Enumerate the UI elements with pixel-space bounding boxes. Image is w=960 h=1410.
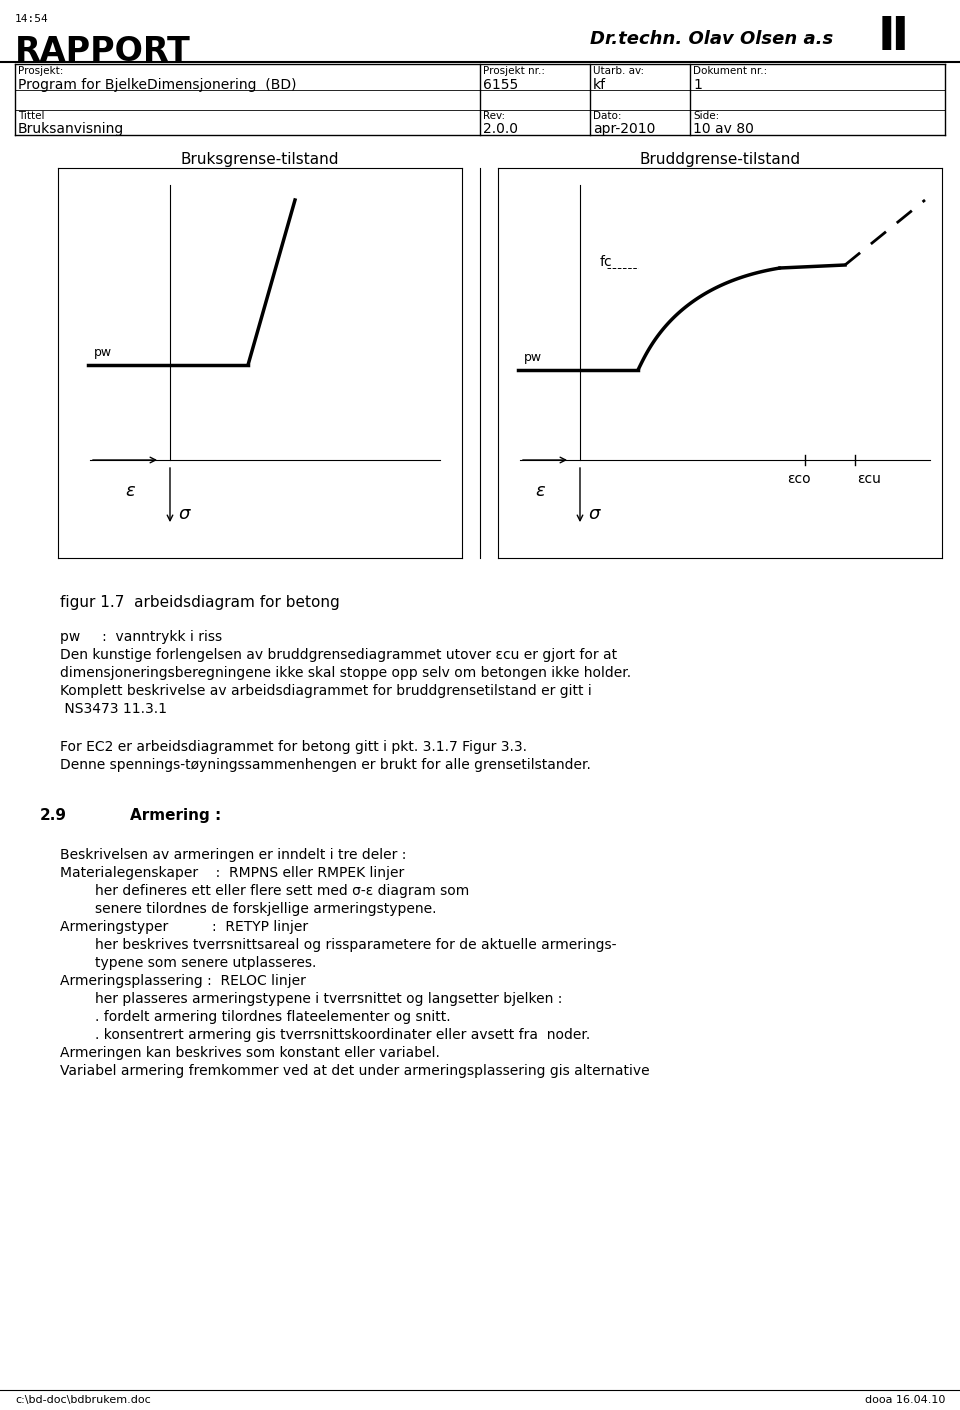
Text: . fordelt armering tilordnes flateelementer og snitt.: . fordelt armering tilordnes flateelemen… bbox=[60, 1010, 450, 1024]
Text: 2.0.0: 2.0.0 bbox=[483, 123, 518, 135]
Text: pw     :  vanntrykk i riss: pw : vanntrykk i riss bbox=[60, 630, 222, 644]
Text: c:\bd-doc\bdbrukem.doc: c:\bd-doc\bdbrukem.doc bbox=[15, 1394, 151, 1404]
Text: εco: εco bbox=[787, 472, 810, 486]
Text: Bruksgrense-tilstand: Bruksgrense-tilstand bbox=[180, 152, 339, 166]
Text: . konsentrert armering gis tverrsnittskoordinater eller avsett fra  noder.: . konsentrert armering gis tverrsnittsko… bbox=[60, 1028, 590, 1042]
Text: ε: ε bbox=[125, 482, 134, 501]
Text: Prosjekt nr.:: Prosjekt nr.: bbox=[483, 66, 545, 76]
Text: Prosjekt:: Prosjekt: bbox=[18, 66, 63, 76]
Text: Armeringsplassering :  RELOC linjer: Armeringsplassering : RELOC linjer bbox=[60, 974, 306, 988]
Text: fc: fc bbox=[600, 255, 612, 269]
Text: typene som senere utplasseres.: typene som senere utplasseres. bbox=[60, 956, 317, 970]
Text: Bruddgrense-tilstand: Bruddgrense-tilstand bbox=[639, 152, 801, 166]
Text: Dato:: Dato: bbox=[593, 111, 621, 121]
Text: 1: 1 bbox=[693, 78, 702, 92]
Text: Materialegenskaper    :  RMPNS eller RMPEK linjer: Materialegenskaper : RMPNS eller RMPEK l… bbox=[60, 866, 404, 880]
Text: For EC2 er arbeidsdiagrammet for betong gitt i pkt. 3.1.7 Figur 3.3.: For EC2 er arbeidsdiagrammet for betong … bbox=[60, 740, 527, 754]
Text: Armeringen kan beskrives som konstant eller variabel.: Armeringen kan beskrives som konstant el… bbox=[60, 1046, 440, 1060]
Text: pw: pw bbox=[524, 351, 542, 364]
Text: pw: pw bbox=[94, 345, 112, 360]
Text: εcu: εcu bbox=[857, 472, 881, 486]
Text: 6155: 6155 bbox=[483, 78, 518, 92]
Text: Side:: Side: bbox=[693, 111, 719, 121]
Text: Armeringstyper          :  RETYP linjer: Armeringstyper : RETYP linjer bbox=[60, 919, 308, 933]
Text: her defineres ett eller flere sett med σ-ε diagram som: her defineres ett eller flere sett med σ… bbox=[60, 884, 469, 898]
Text: Tittel: Tittel bbox=[18, 111, 44, 121]
Text: RAPPORT: RAPPORT bbox=[15, 35, 191, 68]
Text: dimensjoneringsberegningene ikke skal stoppe opp selv om betongen ikke holder.: dimensjoneringsberegningene ikke skal st… bbox=[60, 666, 631, 680]
Text: ε: ε bbox=[535, 482, 544, 501]
Text: kf: kf bbox=[593, 78, 606, 92]
Text: NS3473 11.3.1: NS3473 11.3.1 bbox=[60, 702, 167, 716]
Text: Den kunstige forlengelsen av bruddgrensediagrammet utover εcu er gjort for at: Den kunstige forlengelsen av bruddgrense… bbox=[60, 649, 617, 663]
Text: σ: σ bbox=[588, 505, 599, 523]
Text: Rev:: Rev: bbox=[483, 111, 505, 121]
Text: Program for BjelkeDimensjonering  (BD): Program for BjelkeDimensjonering (BD) bbox=[18, 78, 297, 92]
Text: her plasseres armeringstypene i tverrsnittet og langsetter bjelken :: her plasseres armeringstypene i tverrsni… bbox=[60, 993, 563, 1005]
Text: Armering :: Armering : bbox=[130, 808, 221, 823]
Text: 14:54: 14:54 bbox=[15, 14, 49, 24]
Text: Utarb. av:: Utarb. av: bbox=[593, 66, 644, 76]
Text: figur 1.7  arbeidsdiagram for betong: figur 1.7 arbeidsdiagram for betong bbox=[60, 595, 340, 611]
Text: Variabel armering fremkommer ved at det under armeringsplassering gis alternativ: Variabel armering fremkommer ved at det … bbox=[60, 1065, 650, 1079]
Text: 2.9: 2.9 bbox=[40, 808, 67, 823]
Text: Bruksanvisning: Bruksanvisning bbox=[18, 123, 124, 135]
Text: σ: σ bbox=[178, 505, 189, 523]
Text: apr-2010: apr-2010 bbox=[593, 123, 656, 135]
Text: Ⅱ: Ⅱ bbox=[878, 16, 909, 61]
Text: her beskrives tverrsnittsareal og rissparametere for de aktuelle armerings-: her beskrives tverrsnittsareal og risspa… bbox=[60, 938, 616, 952]
Text: senere tilordnes de forskjellige armeringstypene.: senere tilordnes de forskjellige armerin… bbox=[60, 902, 437, 916]
Text: Komplett beskrivelse av arbeidsdiagrammet for bruddgrensetilstand er gitt i: Komplett beskrivelse av arbeidsdiagramme… bbox=[60, 684, 591, 698]
Text: Dokument nr.:: Dokument nr.: bbox=[693, 66, 767, 76]
Text: Beskrivelsen av armeringen er inndelt i tre deler :: Beskrivelsen av armeringen er inndelt i … bbox=[60, 847, 406, 862]
Text: Denne spennings-tøyningssammenhengen er brukt for alle grensetilstander.: Denne spennings-tøyningssammenhengen er … bbox=[60, 759, 590, 773]
Text: Dr.techn. Olav Olsen a.s: Dr.techn. Olav Olsen a.s bbox=[590, 30, 833, 48]
Text: 10 av 80: 10 av 80 bbox=[693, 123, 754, 135]
Text: dooa 16.04.10: dooa 16.04.10 bbox=[865, 1394, 945, 1404]
